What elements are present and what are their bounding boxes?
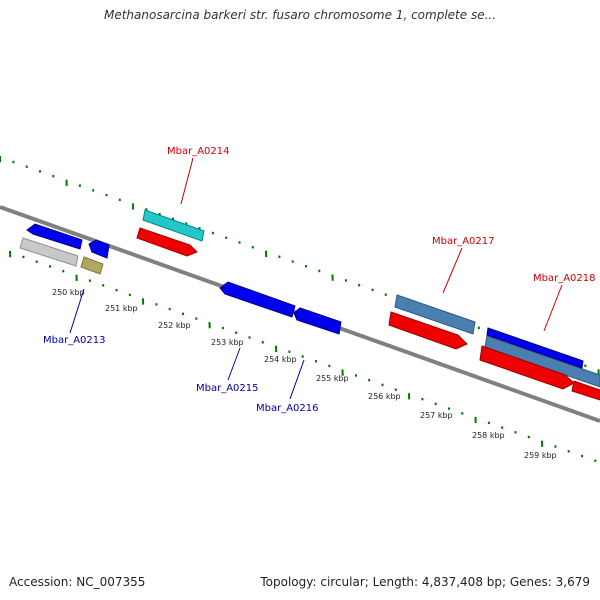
gene-feature[interactable] — [571, 380, 600, 401]
gene-feature[interactable] — [293, 307, 342, 335]
callout-line — [543, 284, 563, 332]
gene-feature[interactable] — [80, 256, 104, 275]
kbp-label: 254 kbp — [264, 355, 297, 364]
kbp-label: 257 kbp — [420, 411, 453, 420]
callout-line — [227, 347, 241, 381]
kbp-label: 250 kbp — [52, 288, 85, 297]
gene-feature[interactable] — [486, 327, 584, 369]
gene-feature[interactable] — [19, 237, 79, 267]
gene-label[interactable]: Mbar_A0216 — [256, 403, 319, 414]
kbp-label: 256 kbp — [368, 392, 401, 401]
callout-line — [69, 288, 85, 334]
kbp-label: 259 kbp — [524, 451, 557, 460]
gene-feature[interactable] — [388, 311, 468, 350]
summary-text: Topology: circular; Length: 4,837,408 bp… — [260, 575, 590, 589]
gene-feature[interactable] — [88, 239, 110, 259]
map-title: Methanosarcina barkeri str. fusaro chrom… — [103, 8, 497, 22]
gene-label[interactable]: Mbar_A0217 — [432, 236, 495, 247]
gene-feature[interactable] — [479, 345, 575, 390]
gene-labels: 250 kbp 251 kbp 252 kbp 253 kbp 254 kbp 255 k… — [43, 146, 596, 460]
gene-label[interactable]: Mbar_A0218 — [533, 273, 596, 284]
kbp-label: 255 kbp — [316, 374, 349, 383]
kbp-label: 252 kbp — [158, 321, 191, 330]
gene-feature[interactable] — [26, 223, 83, 250]
gene-feature[interactable] — [219, 281, 296, 318]
gene-feature[interactable] — [136, 227, 198, 257]
kbp-label: 253 kbp — [211, 338, 244, 347]
callout-line — [289, 359, 305, 400]
kbp-label: 251 kbp — [105, 304, 138, 313]
gene-feature[interactable] — [142, 209, 205, 242]
callout-line — [180, 157, 194, 205]
kbp-label: 258 kbp — [472, 431, 505, 440]
gene-feature[interactable] — [394, 294, 476, 335]
callout-line — [442, 247, 463, 294]
gene-feature[interactable] — [484, 335, 600, 388]
gene-label[interactable]: Mbar_A0215 — [196, 383, 259, 394]
accession-text: Accession: NC_007355 — [9, 575, 146, 589]
gene-label[interactable]: Mbar_A0214 — [167, 146, 230, 157]
gene-tracks — [19, 209, 600, 401]
gene-label[interactable]: Mbar_A0213 — [43, 335, 106, 346]
